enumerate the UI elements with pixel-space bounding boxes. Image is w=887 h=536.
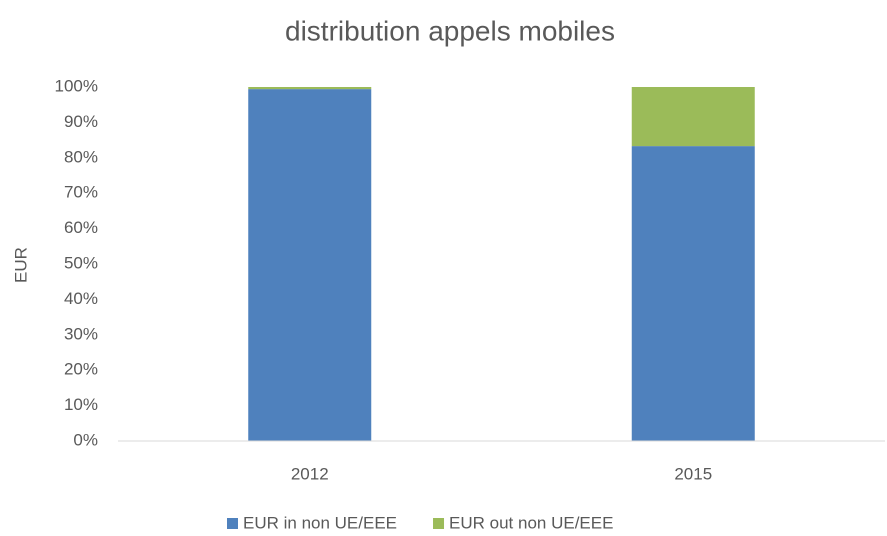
bar-segment (248, 89, 372, 442)
y-tick-label: 100% (55, 76, 98, 95)
y-axis-label: EUR (11, 247, 30, 283)
bar-segment (631, 146, 755, 442)
bar-segment (248, 87, 372, 90)
x-tick-label: 2012 (291, 464, 329, 483)
bar-segment (631, 87, 755, 147)
y-tick-label: 60% (64, 218, 98, 237)
y-tick-label: 20% (64, 360, 98, 379)
y-tick-label: 0% (73, 430, 98, 449)
y-tick-label: 10% (64, 395, 98, 414)
legend-label: EUR in non UE/EEE (243, 513, 397, 532)
y-tick-label: 30% (64, 324, 98, 343)
y-tick-label: 70% (64, 183, 98, 202)
y-tick-label: 80% (64, 147, 98, 166)
y-tick-label: 90% (64, 112, 98, 131)
chart-title: distribution appels mobiles (285, 15, 615, 46)
x-tick-label: 2015 (674, 464, 712, 483)
y-tick-label: 50% (64, 253, 98, 272)
y-tick-label: 40% (64, 289, 98, 308)
legend-label: EUR out non UE/EEE (449, 513, 613, 532)
legend-swatch (433, 518, 445, 529)
legend-swatch (227, 518, 238, 529)
